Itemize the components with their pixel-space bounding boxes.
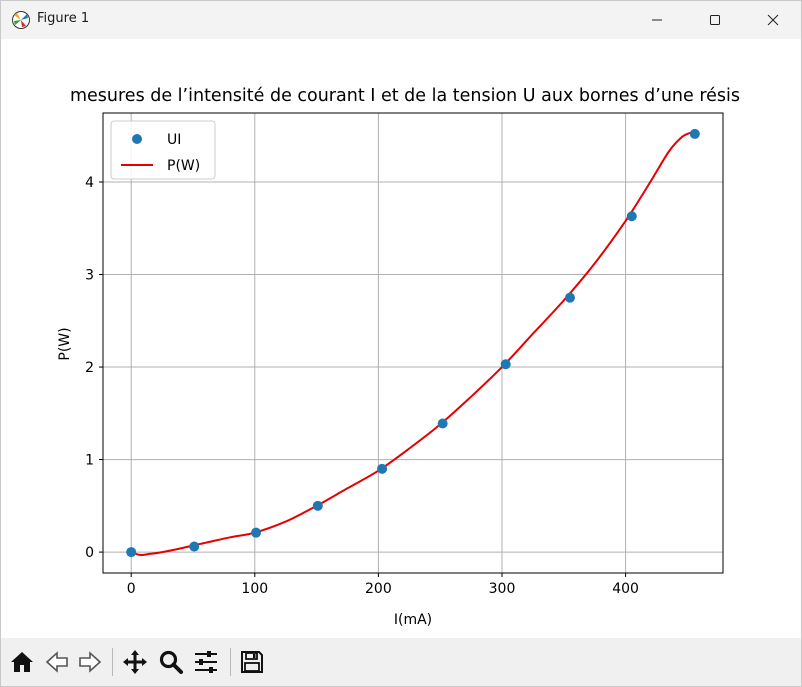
back-icon	[45, 651, 68, 673]
series-line-pw	[130, 131, 695, 556]
window-title: Figure 1	[37, 11, 90, 26]
matplotlib-icon	[11, 10, 31, 30]
figure-canvas[interactable]: 0 100 200 300 400 0 1 2 3 4 UI P(W) mesures de l’i…	[1, 39, 801, 638]
y-tick-label: 4	[85, 175, 94, 191]
configure-subplots-icon	[195, 651, 217, 673]
data-point-ui	[437, 418, 448, 429]
forward-button[interactable]	[74, 646, 106, 678]
home-icon	[11, 652, 33, 672]
close-icon	[767, 14, 779, 26]
plot-frame	[102, 112, 724, 574]
home-button[interactable]	[6, 646, 38, 678]
y-axis-label: P(W)	[57, 327, 73, 360]
y-tick-label: 3	[85, 268, 94, 284]
data-point-ui	[500, 359, 511, 370]
close-button[interactable]	[744, 1, 802, 39]
y-tick-label: 1	[85, 453, 94, 469]
legend-marker-point	[132, 134, 142, 144]
save-icon	[241, 651, 263, 673]
data-point-ui	[312, 500, 323, 511]
data-point-ui	[626, 211, 637, 222]
x-tick-label: 200	[365, 581, 392, 597]
data-point-ui	[251, 527, 262, 538]
data-point-ui	[564, 292, 575, 303]
y-tick-label: 2	[85, 360, 94, 376]
y-tick-label: 0	[85, 545, 94, 561]
data-point-ui	[377, 463, 388, 474]
title-bar[interactable]: Figure 1	[1, 1, 801, 39]
save-button[interactable]	[236, 646, 268, 678]
pan-icon	[123, 650, 147, 674]
legend-label: UI	[167, 132, 181, 148]
toolbar-separator	[230, 648, 231, 676]
data-point-ui	[689, 128, 700, 139]
legend-label: P(W)	[167, 158, 200, 174]
back-button[interactable]	[41, 646, 73, 678]
x-tick-label: 300	[489, 581, 516, 597]
forward-icon	[79, 651, 102, 673]
chart-title: mesures de l’intensité de courant I et d…	[70, 86, 740, 106]
x-tick-label: 100	[241, 581, 268, 597]
data-point-ui	[189, 541, 200, 552]
navigation-toolbar	[1, 638, 801, 686]
minimize-button[interactable]	[628, 1, 686, 39]
configure-subplots-button[interactable]	[190, 646, 222, 678]
x-tick-label: 0	[127, 581, 136, 597]
maximize-icon	[710, 15, 720, 25]
zoom-icon	[159, 650, 183, 674]
zoom-button[interactable]	[155, 646, 187, 678]
toolbar-separator	[112, 648, 113, 676]
pan-button[interactable]	[119, 646, 151, 678]
minimize-icon	[652, 19, 662, 21]
x-axis-label: I(mA)	[394, 612, 432, 628]
maximize-button[interactable]	[686, 1, 744, 39]
chart: 0 100 200 300 400 0 1 2 3 4 UI P(W) mesures de l’i…	[57, 86, 740, 628]
x-tick-label: 400	[612, 581, 639, 597]
data-point-ui	[126, 547, 137, 558]
